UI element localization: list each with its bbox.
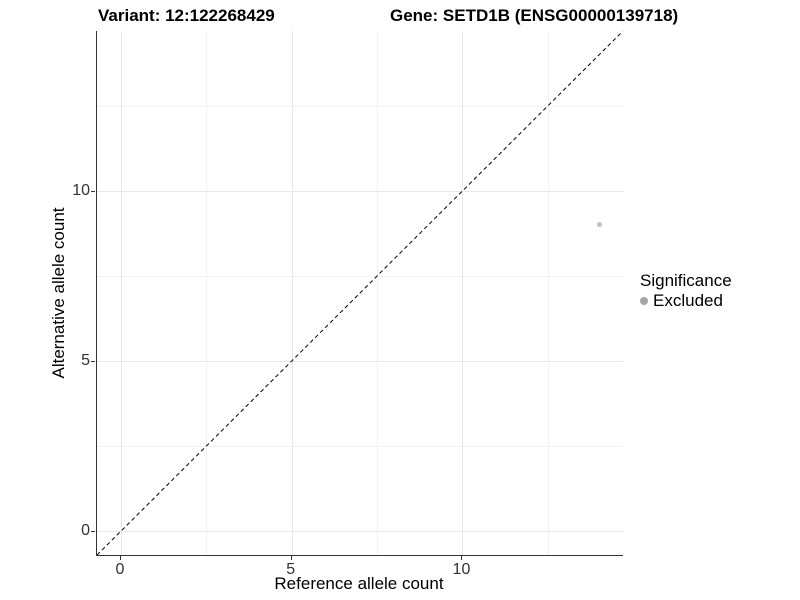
plot-title-variant: Variant: 12:122268429 [98,6,275,25]
gridline [97,105,623,107]
identity-line-layer [97,31,623,555]
x-tick-label: 0 [115,561,125,578]
gridline [97,275,623,277]
x-tick-label: 10 [452,561,471,578]
gridline [206,31,208,555]
gridline [97,531,623,533]
legend-title: Significance [640,271,732,290]
legend-item-excluded: Excluded [640,291,732,311]
y-tick-mark [91,361,95,363]
plot-title-gene: Gene: SETD1B (ENSG00000139718) [390,6,679,25]
y-tick-mark [91,190,95,192]
x-tick-mark [461,556,463,560]
y-tick-label: 0 [81,522,90,540]
x-tick-mark [119,556,121,560]
legend-item-label: Excluded [653,291,723,310]
gridline [97,190,623,192]
y-tick-label: 10 [72,181,90,199]
x-axis-title: Reference allele count [274,574,444,593]
x-tick-mark [290,556,292,560]
data-point [596,222,602,228]
gridline [547,31,549,555]
y-tick-label: 5 [81,352,90,370]
legend-point-icon [640,297,648,305]
legend-box: Significance Excluded [640,271,732,311]
y-tick-mark [91,531,95,533]
gridline [97,446,623,448]
gridline [120,31,122,555]
gridline [377,31,379,555]
x-tick-label: 5 [286,561,296,578]
gridline [291,31,293,555]
gridline [97,361,623,363]
identity-dashed-line [97,31,623,555]
plot-panel [96,31,623,556]
gridline [462,31,464,555]
